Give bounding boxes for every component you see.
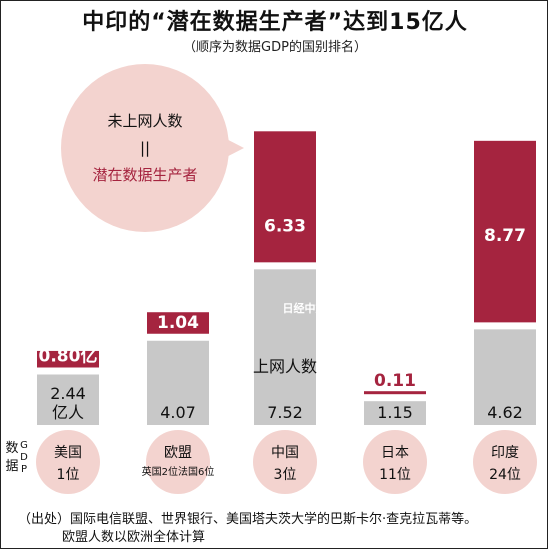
- value-label-upper-2: 6.33: [264, 216, 306, 236]
- chart-title: 中印的“潜在数据生产者”达到15亿人: [82, 10, 468, 35]
- category-rank-4: 24位: [489, 467, 521, 483]
- category-note-1: 英国2位法国6位: [142, 465, 215, 478]
- value-label-lower-unit-0: 亿人: [52, 403, 84, 422]
- category-name-2: 中国: [271, 445, 299, 461]
- category-name-1: 欧盟: [164, 445, 192, 461]
- category-circle-2: [253, 430, 317, 494]
- bubble: [61, 64, 229, 232]
- value-label-lower-0: 2.44: [50, 384, 86, 403]
- bar-lower-3: [364, 401, 426, 425]
- source-line-1: （出处）国际电信联盟、世界银行、美国塔夫茨大学的巴斯卡尔·查克拉瓦蒂等。: [18, 512, 478, 527]
- value-label-lower-4: 4.62: [487, 403, 523, 422]
- side-label-small-2: P: [21, 464, 27, 475]
- bar-upper-2: [254, 131, 316, 263]
- bar-lower-1: [147, 340, 209, 425]
- bubble-line-1: 未上网人数: [107, 112, 182, 130]
- value-label-lower-2: 7.52: [267, 403, 303, 422]
- bar-lower-2: [254, 269, 316, 425]
- category-name-3: 日本: [381, 445, 409, 461]
- category-circle-0: [36, 430, 100, 494]
- bar-upper-3: [364, 391, 426, 395]
- bar-lower-0: [37, 374, 99, 425]
- category-circle-3: [363, 430, 427, 494]
- value-label-upper-1: 1.04: [157, 313, 199, 333]
- value-label-upper-0: 0.80亿: [39, 345, 98, 366]
- side-label-small-0: G: [20, 440, 28, 451]
- category-name-0: 美国: [54, 445, 82, 461]
- watermark: 日经中文网: [283, 301, 338, 315]
- source-line-2: 欧盟人数以欧洲全体计算: [62, 530, 206, 545]
- category-circle-1: [146, 430, 210, 494]
- category-name-4: 印度: [491, 445, 519, 461]
- side-label-small-1: D: [20, 452, 28, 463]
- bubble-line-2: ||: [140, 139, 150, 157]
- bubble-line-3: 潜在数据生产者: [92, 166, 197, 184]
- bar-upper-4: [474, 140, 536, 323]
- bar-lower-4: [474, 329, 536, 425]
- category-rank-2: 3位: [274, 467, 297, 483]
- value-label-upper-3: 0.11: [374, 371, 416, 391]
- side-label-char-0: 数: [5, 441, 18, 456]
- bar-upper-1: [147, 312, 209, 334]
- inline-lower-label: 上网人数: [253, 357, 317, 376]
- value-label-lower-3: 1.15: [377, 403, 413, 422]
- category-rank-0: 1位: [57, 467, 80, 483]
- bar-upper-0: [37, 350, 99, 368]
- category-circle-4: [473, 430, 537, 494]
- value-label-upper-4: 8.77: [484, 226, 526, 246]
- side-label-char-1: 据: [5, 459, 18, 474]
- chart-subtitle: （顺序为数据GDP的国别排名）: [183, 40, 367, 55]
- source-note: （出处）国际电信联盟、世界银行、美国塔夫茨大学的巴斯卡尔·查克拉瓦蒂等。 欧盟人…: [18, 511, 477, 547]
- value-label-lower-1: 4.07: [160, 403, 196, 422]
- category-rank-3: 11位: [379, 467, 411, 483]
